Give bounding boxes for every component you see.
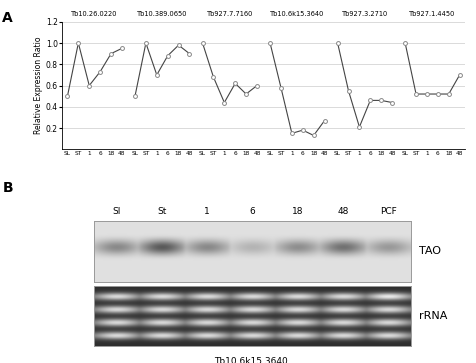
Text: 6: 6	[249, 207, 255, 216]
Text: Tb10.389.0650: Tb10.389.0650	[137, 11, 187, 17]
Text: 1: 1	[204, 207, 210, 216]
Text: 18: 18	[291, 207, 303, 216]
Y-axis label: Relative Expression Ratio: Relative Expression Ratio	[34, 37, 43, 134]
Text: Tb10.6k15.3640
(alternative oxidase): Tb10.6k15.3640 (alternative oxidase)	[204, 356, 298, 363]
Text: TAO: TAO	[418, 246, 440, 256]
Text: PCF: PCF	[379, 207, 396, 216]
Text: St: St	[157, 207, 167, 216]
Text: Sl: Sl	[112, 207, 121, 216]
Text: rRNA: rRNA	[418, 311, 446, 321]
Text: Tb10.26.0220: Tb10.26.0220	[71, 11, 118, 17]
Text: Tb927.7.7160: Tb927.7.7160	[206, 11, 252, 17]
Text: B: B	[2, 182, 13, 196]
Text: Tb927.3.2710: Tb927.3.2710	[341, 11, 387, 17]
Text: Tb10.6k15.3640: Tb10.6k15.3640	[269, 11, 324, 17]
Text: 48: 48	[337, 207, 348, 216]
Text: A: A	[2, 11, 13, 25]
Text: Tb927.1.4450: Tb927.1.4450	[408, 11, 455, 17]
